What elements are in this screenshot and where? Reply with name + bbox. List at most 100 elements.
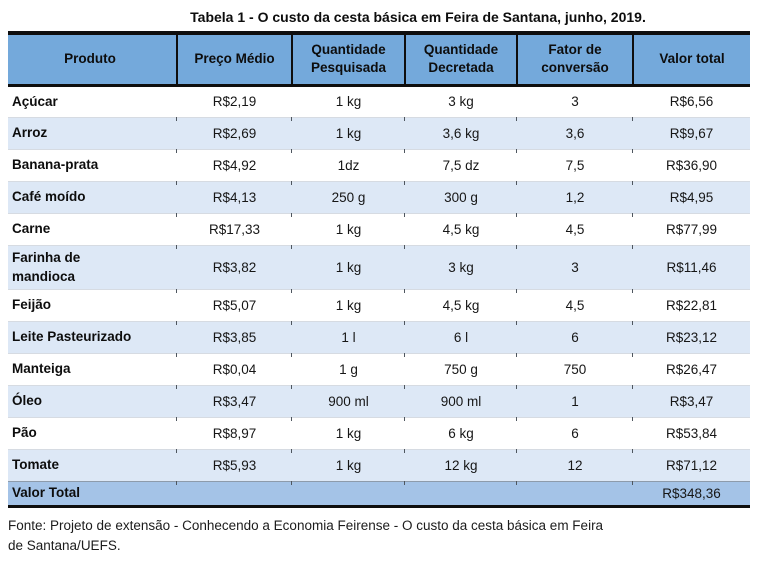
preco-medio-cell: R$3,82 (176, 244, 292, 290)
quantidade-decretada-cell: 4,5 kg (404, 288, 517, 322)
preco-medio-cell: R$4,92 (176, 148, 292, 181)
quantidade-decretada-cell: 12 kg (404, 448, 517, 482)
fator-conversao-cell: 12 (516, 448, 633, 482)
valor-total-cell: R$23,12 (632, 320, 750, 354)
product-name-cell: Açúcar (12, 93, 58, 109)
table-row: Açúcar R$2,19 1 kg 3 kg 3 R$6,56 (8, 85, 750, 117)
quantidade-pesquisada-cell: 1 kg (291, 244, 405, 290)
col-header-produto: Produto (8, 33, 177, 87)
table-row: Arroz R$2,69 1 kg 3,6 kg 3,6 R$9,67 (8, 116, 750, 149)
quantidade-decretada-cell: 3 kg (404, 244, 517, 290)
total-row: Valor Total R$348,36 (8, 480, 750, 508)
valor-total-cell: R$77,99 (632, 212, 750, 245)
table-title: Tabela 1 - O custo da cesta básica em Fe… (190, 9, 646, 25)
preco-medio-cell: R$2,19 (212, 94, 257, 109)
quantidade-pesquisada-cell: 1 kg (291, 288, 405, 322)
table-body: Açúcar R$2,19 1 kg 3 kg 3 R$6,56 Arroz R… (8, 85, 750, 482)
valor-total-cell: R$3,47 (632, 384, 750, 418)
col-header-quantidade-pesquisada: Quantidade Pesquisada (291, 33, 405, 87)
product-name-cell: Pão (8, 416, 177, 450)
quantidade-decretada-cell: 3 kg (448, 94, 474, 109)
product-name-cell: Manteiga (8, 352, 177, 386)
preco-medio-cell: R$3,47 (176, 384, 292, 418)
document-page: Tabela 1 - O custo da cesta básica em Fe… (0, 9, 758, 577)
preco-medio-cell: R$0,04 (176, 352, 292, 386)
product-name-cell: Feijão (8, 288, 177, 322)
table-row: Óleo R$3,47 900 ml 900 ml 1 R$3,47 (8, 384, 750, 418)
quantidade-pesquisada-cell: 1dz (291, 148, 405, 181)
quantidade-pesquisada-cell: 1 kg (291, 116, 405, 149)
quantidade-pesquisada-cell: 1 kg (291, 212, 405, 245)
table-row: Banana-prata R$4,92 1dz 7,5 dz 7,5 R$36,… (8, 148, 750, 181)
quantidade-decretada-cell: 900 ml (404, 384, 517, 418)
table-row: Café moído R$4,13 250 g 300 g 1,2 R$4,95 (8, 180, 750, 213)
fator-conversao-cell: 6 (516, 320, 633, 354)
table-row: Carne R$17,33 1 kg 4,5 kg 4,5 R$77,99 (8, 212, 750, 245)
table-row: Tomate R$5,93 1 kg 12 kg 12 R$71,12 (8, 448, 750, 482)
valor-total-cell: R$6,56 (669, 94, 714, 109)
col-header-quantidade-decretada: Quantidade Decretada (404, 33, 517, 87)
total-empty-cell (291, 480, 405, 508)
preco-medio-cell: R$17,33 (176, 212, 292, 245)
fator-conversao-cell: 6 (516, 416, 633, 450)
quantidade-decretada-cell: 6 kg (404, 416, 517, 450)
header-row: Produto Preço Médio Quantidade Pesquisad… (8, 33, 750, 87)
fator-conversao-cell: 750 (516, 352, 633, 386)
quantidade-pesquisada-cell: 250 g (291, 180, 405, 213)
quantidade-decretada-cell: 7,5 dz (404, 148, 517, 181)
valor-total-cell: R$11,46 (632, 244, 750, 290)
quantidade-pesquisada-cell: 1 kg (291, 416, 405, 450)
quantidade-decretada-cell: 300 g (404, 180, 517, 213)
valor-total-cell: R$9,67 (632, 116, 750, 149)
valor-total-cell: R$4,95 (632, 180, 750, 213)
product-name-cell: Leite Pasteurizado (8, 320, 177, 354)
fator-conversao-cell: 1,2 (516, 180, 633, 213)
valor-total-cell: R$36,90 (632, 148, 750, 181)
quantidade-decretada-cell: 6 l (404, 320, 517, 354)
fator-conversao-cell: 3 (516, 244, 633, 290)
fator-conversao-cell: 3 (571, 94, 579, 109)
valor-total-cell: R$71,12 (632, 448, 750, 482)
total-label: Valor Total (8, 480, 177, 508)
fator-conversao-cell: 4,5 (516, 288, 633, 322)
valor-total-cell: R$22,81 (632, 288, 750, 322)
table-footer: Valor Total R$348,36 (8, 480, 750, 508)
quantidade-pesquisada-cell: 1 l (291, 320, 405, 354)
quantidade-pesquisada-cell: 900 ml (291, 384, 405, 418)
table-header: Produto Preço Médio Quantidade Pesquisad… (8, 33, 750, 87)
total-empty-cell (176, 480, 292, 508)
fator-conversao-cell: 1 (516, 384, 633, 418)
table-row: Manteiga R$0,04 1 g 750 g 750 R$26,47 (8, 352, 750, 386)
col-header-valor-total: Valor total (632, 33, 750, 87)
valor-total-cell: R$53,84 (632, 416, 750, 450)
product-name-cell: Banana-prata (8, 148, 177, 181)
product-name-cell: Café moído (8, 180, 177, 213)
quantidade-pesquisada-cell: 1 kg (335, 94, 362, 109)
col-header-fator-conversao: Fator de conversão (516, 33, 633, 87)
product-name-cell: Óleo (8, 384, 177, 418)
table-row: Pão R$8,97 1 kg 6 kg 6 R$53,84 (8, 416, 750, 450)
quantidade-decretada-cell: 3,6 kg (404, 116, 517, 149)
product-name-cell: Tomate (8, 448, 177, 482)
table-row: Farinha de mandioca R$3,82 1 kg 3 kg 3 R… (8, 244, 750, 290)
quantidade-decretada-cell: 750 g (404, 352, 517, 386)
preco-medio-cell: R$2,69 (176, 116, 292, 149)
quantidade-pesquisada-cell: 1 g (291, 352, 405, 386)
source-note-line1: Fonte: Projeto de extensão - Conhecendo … (8, 517, 604, 533)
fator-conversao-cell: 7,5 (516, 148, 633, 181)
preco-medio-cell: R$8,97 (176, 416, 292, 450)
table-row: Leite Pasteurizado R$3,85 1 l 6 l 6 R$23… (8, 320, 750, 354)
total-empty-cell (404, 480, 517, 508)
source-note: Fonte: Projeto de extensão - Conhecendo … (8, 516, 758, 557)
preco-medio-cell: R$3,85 (176, 320, 292, 354)
product-name-cell: Carne (8, 212, 177, 245)
col-header-preco-medio: Preço Médio (176, 33, 292, 87)
quantidade-decretada-cell: 4,5 kg (404, 212, 517, 245)
quantidade-pesquisada-cell: 1 kg (291, 448, 405, 482)
preco-medio-cell: R$4,13 (176, 180, 292, 213)
table-row: Feijão R$5,07 1 kg 4,5 kg 4,5 R$22,81 (8, 288, 750, 322)
preco-medio-cell: R$5,07 (176, 288, 292, 322)
product-name-cell: Farinha de mandioca (8, 244, 177, 290)
valor-total-cell: R$26,47 (632, 352, 750, 386)
total-value: R$348,36 (632, 480, 750, 508)
